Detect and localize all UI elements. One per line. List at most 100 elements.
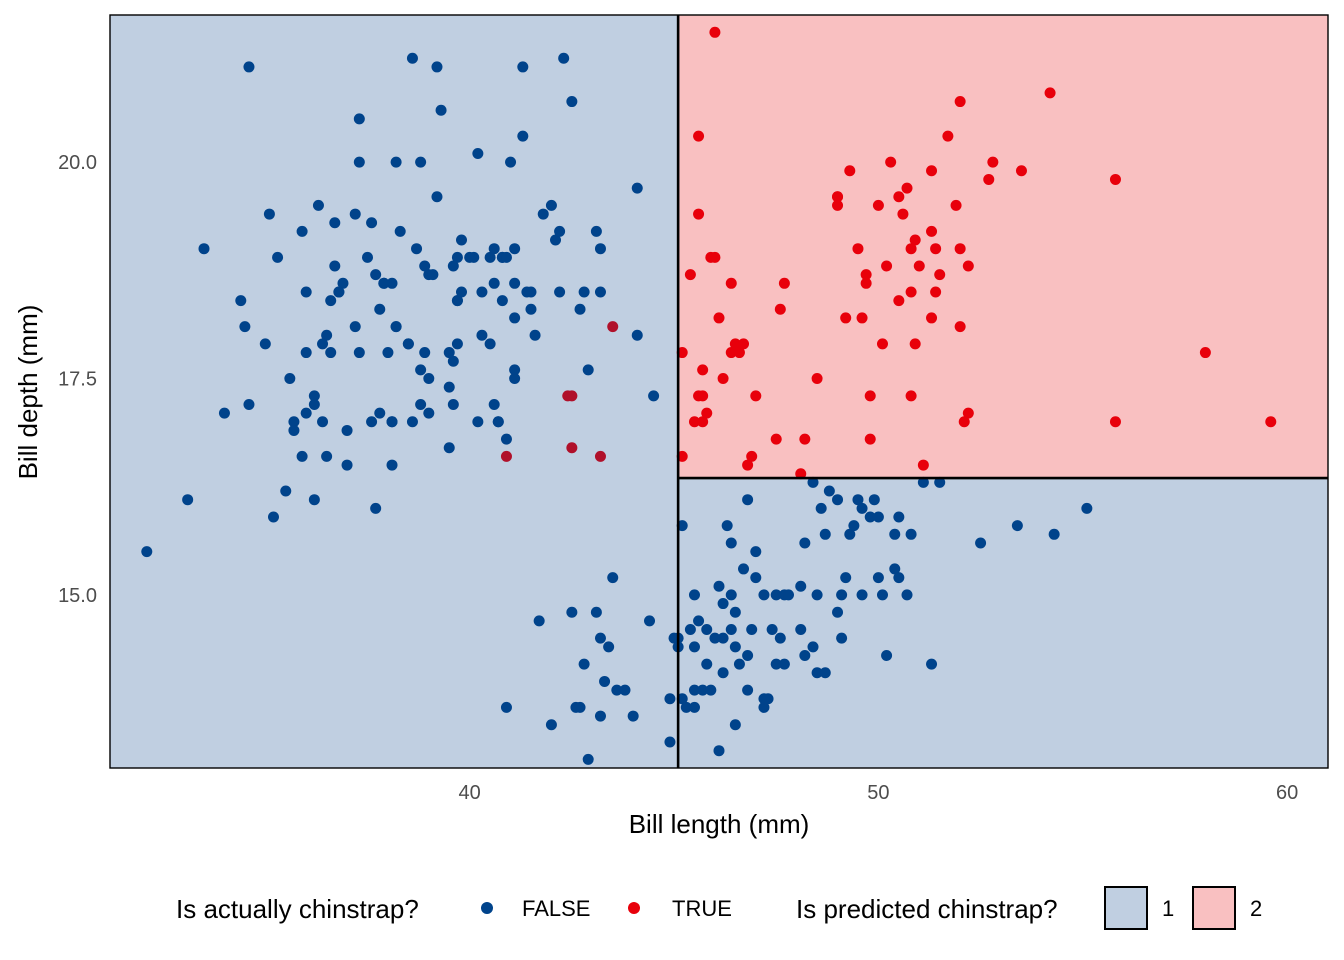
point-true-1-3: [566, 442, 578, 454]
point-true-1-4: [594, 450, 606, 462]
point-true-1-48: [909, 338, 921, 350]
point-false-0-137: [664, 693, 676, 705]
point-true-1-62: [987, 156, 999, 168]
point-true-1-26: [770, 433, 782, 445]
point-false-0-45: [415, 398, 427, 410]
x-tick-label-40: 40: [459, 782, 481, 804]
point-true-1-49: [913, 260, 925, 272]
point-false-0-217: [1081, 502, 1093, 514]
point-true-1-8: [684, 269, 696, 281]
point-false-0-228: [566, 606, 578, 618]
point-true-1-68: [860, 269, 872, 281]
point-false-0-24: [325, 295, 337, 307]
point-false-0-119: [402, 338, 414, 350]
point-false-0-198: [856, 502, 868, 514]
point-false-0-230: [574, 701, 586, 713]
point-false-0-96: [296, 450, 308, 462]
point-false-0-73: [574, 303, 586, 315]
point-false-0-148: [697, 684, 709, 696]
point-false-0-144: [684, 624, 696, 636]
x-tick-label-60: 60: [1276, 782, 1298, 804]
point-true-1-2: [566, 390, 578, 402]
point-false-0-61: [509, 373, 521, 385]
point-false-0-232: [582, 753, 594, 765]
point-false-0-182: [807, 641, 819, 653]
plot-border: [109, 14, 1329, 769]
point-true-1-20: [729, 338, 741, 350]
point-false-0-6: [243, 398, 255, 410]
point-false-0-166: [742, 684, 754, 696]
point-true-1-44: [897, 208, 909, 220]
point-false-0-25: [329, 260, 341, 272]
point-true-1-46: [905, 286, 917, 298]
point-true-1-16: [713, 312, 725, 324]
point-true-1-24: [746, 450, 758, 462]
point-false-0-81: [648, 390, 660, 402]
point-true-1-6: [676, 347, 688, 359]
point-false-0-105: [505, 156, 517, 168]
point-false-0-103: [451, 338, 463, 350]
point-false-0-5: [239, 321, 251, 333]
point-false-0-150: [701, 658, 713, 670]
point-false-0-14: [288, 424, 300, 436]
point-true-1-63: [1015, 165, 1027, 177]
point-false-0-107: [550, 234, 562, 246]
point-false-0-241: [709, 632, 721, 644]
point-false-0-15: [296, 225, 308, 237]
point-false-0-122: [488, 398, 500, 410]
point-false-0-222: [611, 684, 623, 696]
point-true-1-19: [725, 347, 737, 359]
point-false-0-130: [443, 347, 455, 359]
point-false-0-136: [664, 736, 676, 748]
point-true-1-14: [701, 407, 713, 419]
point-true-1-57: [954, 321, 966, 333]
point-false-0-31: [353, 113, 365, 125]
point-true-1-27: [774, 303, 786, 315]
point-true-1-59: [954, 96, 966, 108]
point-false-0-69: [545, 199, 557, 211]
point-false-0-155: [717, 667, 729, 679]
point-false-0-7: [243, 61, 255, 73]
point-false-0-157: [721, 520, 733, 532]
point-false-0-62: [509, 277, 521, 289]
point-false-0-132: [509, 364, 521, 376]
region-2-1: [678, 15, 1328, 479]
point-true-1-28: [795, 468, 807, 480]
point-false-0-118: [509, 312, 521, 324]
point-false-0-223: [619, 684, 631, 696]
point-false-0-85: [382, 347, 394, 359]
point-false-0-72: [566, 96, 578, 108]
point-false-0-220: [603, 641, 615, 653]
point-false-0-135: [456, 286, 468, 298]
point-true-1-39: [876, 338, 888, 350]
point-false-0-4: [235, 295, 247, 307]
point-false-0-75: [582, 364, 594, 376]
legend-key-region-1: [1104, 886, 1148, 930]
point-false-0-79: [631, 329, 643, 341]
point-false-0-183: [807, 476, 819, 488]
point-false-0-234: [594, 710, 606, 722]
legend-key-region-2: [1192, 886, 1236, 930]
x-axis-title: Bill length (mm): [629, 809, 810, 839]
point-false-0-211: [917, 476, 929, 488]
point-false-0-197: [856, 589, 868, 601]
point-true-1-55: [942, 130, 954, 142]
point-false-0-98: [464, 251, 476, 263]
point-true-1-50: [926, 312, 938, 324]
point-false-0-204: [881, 649, 893, 661]
point-false-0-188: [819, 528, 831, 540]
point-false-0-186: [815, 502, 827, 514]
point-false-0-117: [500, 251, 512, 263]
legend-label-region-2: 2: [1250, 896, 1262, 921]
point-false-0-205: [889, 528, 901, 540]
point-false-0-108: [484, 338, 496, 350]
point-false-0-87: [447, 260, 459, 272]
point-false-0-238: [750, 572, 762, 584]
point-false-0-43: [406, 52, 418, 64]
x-axis-ticks: 40 50 60: [459, 782, 1299, 804]
point-false-0-47: [423, 373, 435, 385]
point-true-1-65: [1109, 173, 1121, 185]
point-true-1-25: [750, 390, 762, 402]
point-false-0-51: [447, 355, 459, 367]
